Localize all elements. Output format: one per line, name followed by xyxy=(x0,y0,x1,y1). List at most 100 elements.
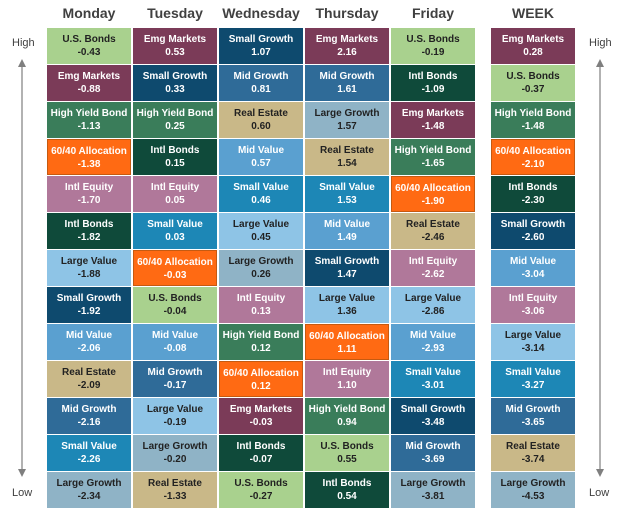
asset-name: Intl Equity xyxy=(150,182,200,193)
table-cell: Intl Equity -3.06 xyxy=(491,287,575,323)
table-cell: Intl Equity 0.05 xyxy=(133,176,217,212)
table-cell: Emg Markets 0.28 xyxy=(491,28,575,64)
asset-name: Large Growth xyxy=(56,478,122,489)
asset-value: -2.10 xyxy=(521,159,545,170)
asset-value: -3.01 xyxy=(421,380,445,391)
asset-name: Small Growth xyxy=(500,219,566,230)
column-header: Friday xyxy=(411,5,454,21)
table-cell: Real Estate -2.46 xyxy=(391,213,475,249)
asset-name: Small Growth xyxy=(228,34,294,45)
table-cell: Mid Value -2.93 xyxy=(391,324,475,360)
axis-low-right: Low xyxy=(589,487,610,499)
axis-low-left: Low xyxy=(12,487,33,499)
table-cell: Large Value -0.19 xyxy=(133,398,217,434)
asset-name: High Yield Bond xyxy=(308,404,386,415)
table-cell: Small Value -2.26 xyxy=(47,435,131,471)
asset-value: 0.55 xyxy=(337,454,357,465)
table-cell: High Yield Bond -1.48 xyxy=(491,102,575,138)
asset-value: 0.28 xyxy=(523,47,543,58)
table-cell: U.S. Bonds -0.37 xyxy=(491,65,575,101)
asset-value: 0.12 xyxy=(251,381,271,392)
asset-value: 1.53 xyxy=(337,195,357,206)
asset-name: Emg Markets xyxy=(401,108,465,119)
asset-value: -0.08 xyxy=(163,343,187,354)
asset-value: -0.19 xyxy=(421,47,445,58)
table-cell: Small Growth -2.60 xyxy=(491,213,575,249)
asset-name: U.S. Bonds xyxy=(320,441,374,452)
table-cell: Intl Bonds 0.15 xyxy=(133,139,217,175)
asset-name: Small Value xyxy=(233,182,289,193)
asset-value: -3.69 xyxy=(421,454,445,465)
table-cell: U.S. Bonds -0.43 xyxy=(47,28,131,64)
asset-value: -2.16 xyxy=(77,417,101,428)
asset-name: Real Estate xyxy=(234,108,288,119)
table-cell: Emg Markets -0.88 xyxy=(47,65,131,101)
asset-name: Mid Value xyxy=(151,330,199,341)
asset-value: 2.16 xyxy=(337,47,357,58)
asset-name: Mid Value xyxy=(65,330,113,341)
asset-value: -1.65 xyxy=(421,158,445,169)
asset-name: Mid Value xyxy=(323,219,371,230)
table-cell: Mid Growth 1.61 xyxy=(305,65,389,101)
asset-name: Intl Bonds xyxy=(322,478,372,489)
asset-name: Large Growth xyxy=(142,441,208,452)
asset-value: 0.46 xyxy=(251,195,271,206)
asset-name: Large Value xyxy=(504,330,562,341)
asset-name: Large Value xyxy=(318,293,376,304)
table-cell: 60/40 Allocation -0.03 xyxy=(133,250,217,286)
asset-value: -3.81 xyxy=(421,491,445,502)
asset-value: -1.88 xyxy=(77,269,101,280)
table-cell: Small Value -3.01 xyxy=(391,361,475,397)
table-cell: Large Growth -2.34 xyxy=(47,472,131,508)
axis-high-right: High xyxy=(589,37,612,49)
asset-value: -3.65 xyxy=(521,417,545,428)
table-cell: Emg Markets -1.48 xyxy=(391,102,475,138)
asset-value: -3.74 xyxy=(521,454,545,465)
table-cell: Intl Equity 0.13 xyxy=(219,287,303,323)
table-cell: Mid Value 1.49 xyxy=(305,213,389,249)
table-cell: Emg Markets 0.53 xyxy=(133,28,217,64)
column-header: Monday xyxy=(62,5,116,21)
asset-name: Real Estate xyxy=(320,145,374,156)
asset-name: Small Growth xyxy=(142,71,208,82)
asset-name: Large Value xyxy=(232,219,290,230)
asset-value: 0.12 xyxy=(251,343,271,354)
table-cell: Large Growth 0.26 xyxy=(219,250,303,286)
asset-name: U.S. Bonds xyxy=(506,71,560,82)
table-cell: Small Value 1.53 xyxy=(305,176,389,212)
table-cell: Mid Growth -2.16 xyxy=(47,398,131,434)
asset-value: -3.06 xyxy=(521,306,545,317)
table-cell: Mid Value -3.04 xyxy=(491,250,575,286)
table-cell: Emg Markets -0.03 xyxy=(219,398,303,434)
asset-name: Emg Markets xyxy=(229,404,293,415)
asset-value: -2.93 xyxy=(421,343,445,354)
asset-value: -3.48 xyxy=(421,417,445,428)
asset-value: 0.54 xyxy=(337,491,357,502)
asset-value: -0.19 xyxy=(163,417,187,428)
asset-name: Intl Equity xyxy=(508,293,558,304)
table-cell: Small Growth 0.33 xyxy=(133,65,217,101)
table-cell: Mid Value -2.06 xyxy=(47,324,131,360)
asset-name: 60/40 Allocation xyxy=(495,146,571,157)
asset-value: 0.25 xyxy=(165,121,185,132)
asset-value: -1.90 xyxy=(421,196,445,207)
table-cell: Small Value -3.27 xyxy=(491,361,575,397)
asset-name: Mid Growth xyxy=(505,404,561,415)
asset-name: Mid Growth xyxy=(319,71,375,82)
table-cell: U.S. Bonds -0.19 xyxy=(391,28,475,64)
table-cell: Emg Markets 2.16 xyxy=(305,28,389,64)
asset-value: -2.86 xyxy=(421,306,445,317)
table-cell: Mid Value -0.08 xyxy=(133,324,217,360)
column-header: Tuesday xyxy=(147,5,203,21)
table-cell: High Yield Bond 0.12 xyxy=(219,324,303,360)
asset-value: 1.49 xyxy=(337,232,357,243)
asset-name: Intl Equity xyxy=(408,256,458,267)
asset-name: Small Value xyxy=(319,182,375,193)
axis-arrow-left xyxy=(18,59,26,477)
table-cell: Large Value -2.86 xyxy=(391,287,475,323)
asset-name: Emg Markets xyxy=(315,34,379,45)
table-cell: Intl Bonds -0.07 xyxy=(219,435,303,471)
column-header: Thursday xyxy=(315,5,379,21)
table-cell: Large Value -1.88 xyxy=(47,250,131,286)
asset-value: -1.09 xyxy=(421,84,445,95)
